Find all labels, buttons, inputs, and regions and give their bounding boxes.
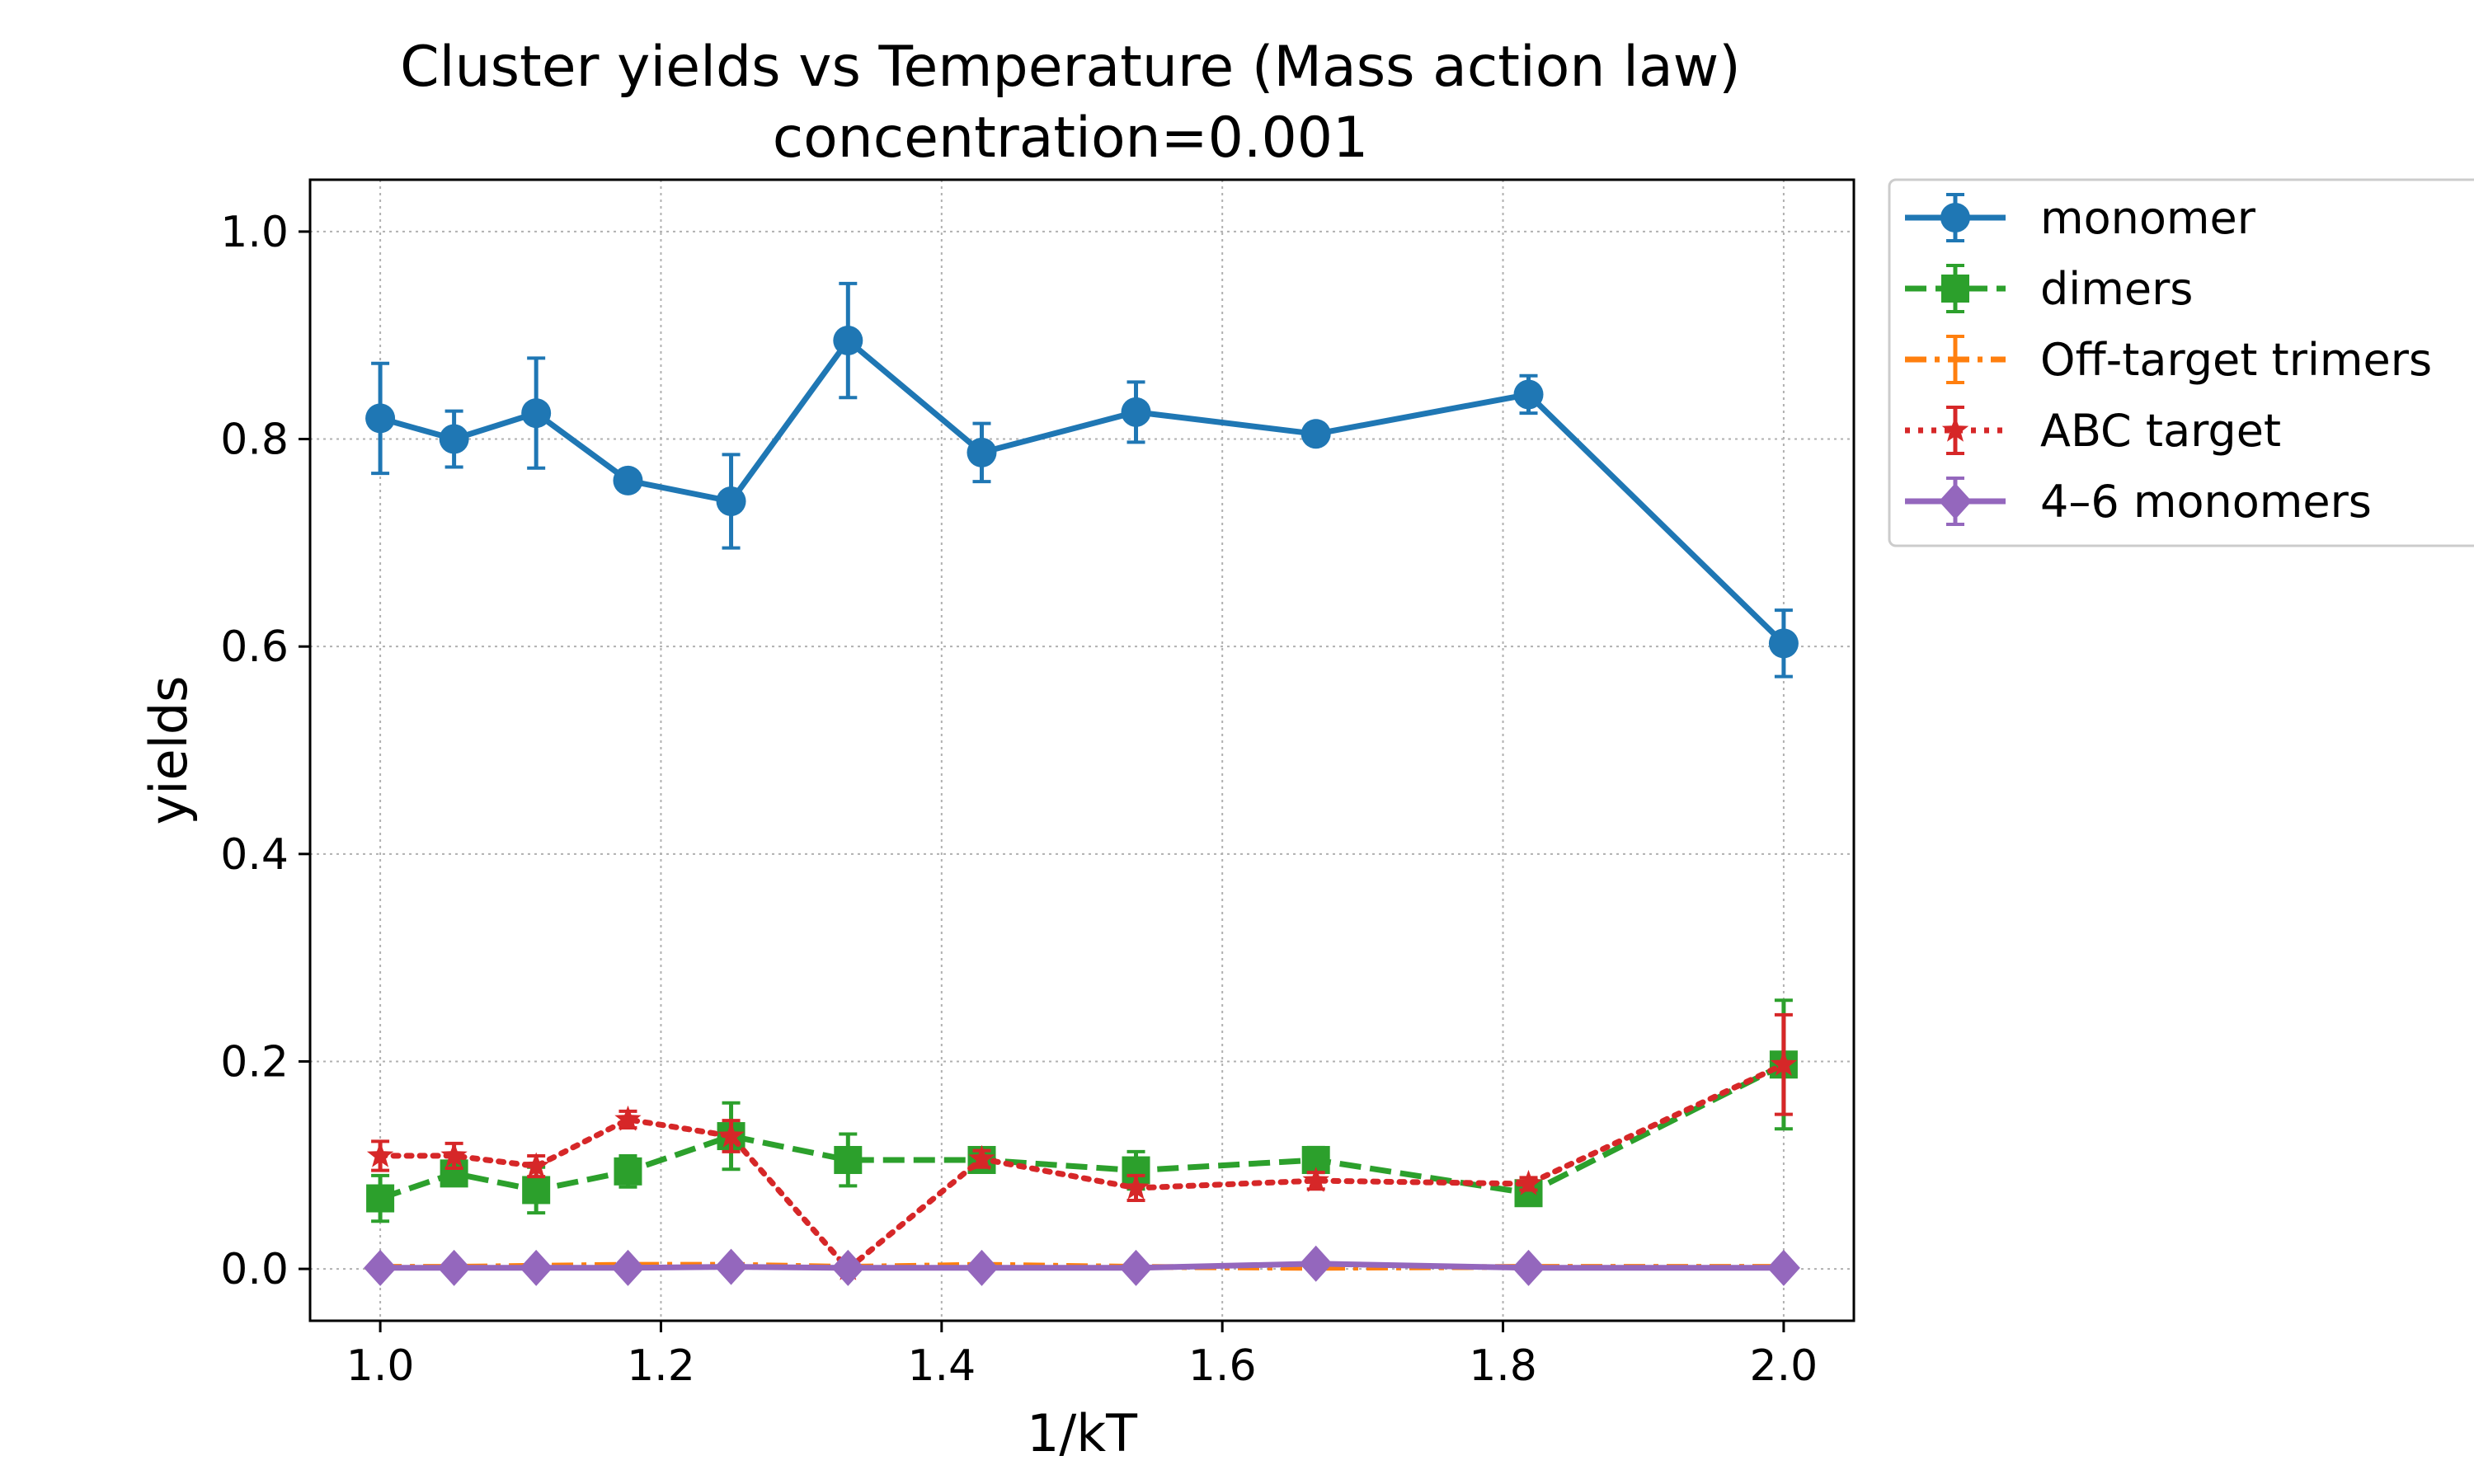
- x-tick-label: 1.2: [627, 1341, 695, 1391]
- series-4-point: [965, 1249, 999, 1286]
- y-tick-label: 0.6: [220, 622, 289, 672]
- series-4-point: [1299, 1245, 1333, 1282]
- legend: monomer dimers Off-target trimers ABC targe…: [1888, 178, 2474, 547]
- series-4-point: [714, 1248, 748, 1285]
- legend-item-1: dimers: [1905, 263, 2193, 315]
- series-1-point: [522, 1176, 551, 1205]
- series-0-point: [716, 486, 746, 517]
- series-3-point: [523, 1152, 550, 1178]
- series-3-point: [1515, 1169, 1542, 1195]
- series-0-point: [1300, 419, 1331, 449]
- legend-label: Off-target trimers: [2040, 334, 2432, 386]
- x-axis-label: 1/kT: [1027, 1403, 1138, 1463]
- x-tick-label: 1.8: [1469, 1341, 1537, 1391]
- series-1: [366, 998, 1798, 1223]
- legend-label: 4–6 monomers: [2040, 476, 2372, 528]
- legend-label: monomer: [2040, 192, 2256, 244]
- series-4-point: [831, 1249, 865, 1286]
- series-4-point: [364, 1249, 397, 1286]
- series-layer: [364, 281, 1800, 1286]
- series-1-line: [379, 1062, 1785, 1201]
- series-3-point: [440, 1141, 468, 1167]
- series-0-point: [1768, 628, 1799, 659]
- legend-item-2: Off-target trimers: [1905, 334, 2432, 386]
- series-4-point: [611, 1249, 645, 1286]
- series-4-point: [1119, 1249, 1153, 1286]
- series-3-point: [614, 1105, 642, 1131]
- x-tick-label: 1.0: [346, 1341, 415, 1391]
- series-1-point: [834, 1145, 863, 1174]
- series-4-point: [520, 1249, 553, 1286]
- series-0-point: [365, 403, 396, 434]
- legend-marker: [1940, 203, 1970, 232]
- series-3-point: [717, 1122, 745, 1148]
- series-4-point: [1766, 1249, 1800, 1286]
- legend-item-4: 4–6 monomers: [1905, 476, 2372, 528]
- series-0-point: [833, 326, 863, 356]
- series-1-point: [366, 1184, 395, 1213]
- series-3-point: [1770, 1050, 1798, 1076]
- legend-marker: [1939, 483, 1972, 519]
- series-4: [364, 1245, 1800, 1286]
- y-tick-label: 0.0: [220, 1245, 289, 1294]
- plot-frame: [308, 178, 1856, 1322]
- y-axis-label: yields: [139, 676, 199, 825]
- series-4-point: [1512, 1249, 1545, 1286]
- series-0-point: [967, 437, 997, 467]
- legend-marker: [1941, 416, 1969, 442]
- series-1-point: [614, 1157, 642, 1186]
- chart-subtitle: concentration=0.001: [773, 106, 1369, 171]
- series-3-point: [1122, 1174, 1150, 1200]
- y-tick-label: 0.2: [220, 1037, 289, 1087]
- legend-label: ABC target: [2040, 405, 2281, 457]
- series-0-point: [521, 398, 552, 429]
- grid: [310, 180, 1854, 1321]
- x-tick-label: 2.0: [1750, 1341, 1818, 1391]
- series-0-point: [1121, 397, 1151, 427]
- legend-frame: [1888, 178, 2474, 547]
- series-0-line: [379, 337, 1786, 646]
- ticks: 1.0 1.2 1.4 1.6 1.8 2.0 0.0 0.2 0.4 0.6 0.8 1.0: [220, 208, 1818, 1391]
- legend-item-0: monomer: [1905, 192, 2256, 244]
- series-0-point: [613, 465, 643, 495]
- series-0-point: [439, 424, 469, 454]
- legend-item-3: ABC target: [1905, 405, 2281, 457]
- legend-label: dimers: [2040, 263, 2193, 315]
- series-3-point: [1302, 1167, 1329, 1192]
- y-tick-label: 0.8: [220, 416, 289, 465]
- series-0-point: [1513, 379, 1544, 410]
- x-tick-label: 1.4: [907, 1341, 976, 1391]
- x-tick-label: 1.6: [1188, 1341, 1257, 1391]
- series-4-point: [437, 1249, 471, 1286]
- series-3-point: [968, 1144, 995, 1171]
- legend-marker: [1941, 275, 1969, 303]
- y-tick-label: 0.4: [220, 830, 289, 880]
- y-tick-label: 1.0: [220, 208, 289, 257]
- series-0: [365, 281, 1799, 679]
- chart-title: Cluster yields vs Temperature (Mass acti…: [400, 35, 1741, 100]
- series-3-point: [366, 1141, 394, 1167]
- series-3: [366, 1012, 1798, 1280]
